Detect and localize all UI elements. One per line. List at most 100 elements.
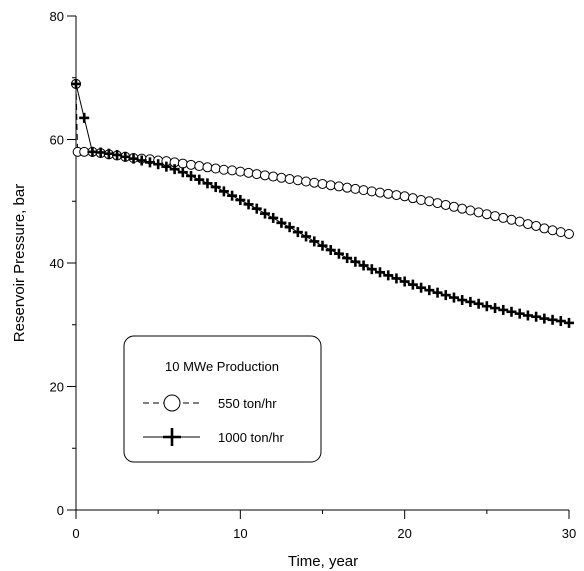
legend-entry-2: 1000 ton/hr [143, 428, 284, 446]
data-point [309, 236, 320, 247]
data-point [128, 153, 139, 164]
data-point [235, 166, 246, 177]
legend-marker [163, 394, 181, 412]
data-point [358, 185, 369, 196]
data-point [498, 304, 509, 315]
data-point [284, 222, 295, 233]
legend-entry-1: 550 ton/hr [143, 394, 277, 412]
data-point [506, 214, 517, 225]
data-point [407, 279, 418, 290]
data-point [555, 316, 566, 327]
data-point [555, 227, 566, 238]
series-1 [71, 78, 574, 239]
data-point [71, 78, 81, 89]
data-point [547, 225, 558, 236]
data-point [284, 174, 295, 185]
data-point [210, 182, 221, 193]
data-point [268, 171, 279, 182]
series-line [75, 83, 570, 324]
data-point [342, 182, 353, 193]
x-tick-label: 20 [397, 526, 411, 541]
data-point [399, 191, 410, 202]
data-point [424, 285, 435, 296]
data-point [186, 170, 197, 181]
data-point [432, 198, 443, 209]
data-point [292, 227, 303, 238]
data-point [473, 207, 484, 218]
data-point [317, 178, 328, 189]
data-point [358, 260, 369, 271]
data-point [161, 161, 172, 172]
data-point [194, 161, 205, 172]
data-point [490, 211, 501, 222]
data-point [276, 217, 287, 228]
legend-entries: 550 ton/hr 1000 ton/hr [143, 394, 284, 446]
data-point [539, 223, 550, 234]
data-point [391, 273, 402, 284]
data-point [251, 203, 262, 214]
data-point [350, 256, 361, 267]
data-point [383, 188, 394, 199]
data-point [432, 287, 443, 298]
data-point [268, 212, 279, 223]
x-axis-title: Time, year [288, 553, 358, 570]
data-point [301, 176, 312, 187]
data-point [218, 164, 229, 175]
data-point [177, 167, 188, 178]
data-point [440, 199, 451, 210]
data-point [243, 167, 254, 178]
data-point [79, 146, 90, 157]
data-point [448, 201, 459, 212]
legend-label: 550 ton/hr [218, 396, 277, 411]
data-point [457, 203, 468, 214]
x-tick-label: 0 [72, 526, 79, 541]
data-point [153, 159, 164, 170]
y-tick-label: 0 [57, 503, 64, 518]
data-point [218, 186, 229, 197]
data-point [531, 311, 542, 322]
data-point [276, 172, 287, 183]
series-layer [71, 78, 574, 328]
data-point [227, 165, 238, 176]
data-point [465, 296, 476, 307]
y-axis-title: Reservoir Pressure, bar [11, 184, 28, 342]
data-point [399, 276, 410, 287]
data-point [457, 295, 468, 306]
data-point [416, 282, 427, 293]
data-point [251, 169, 262, 180]
y-tick-label: 80 [50, 9, 64, 24]
data-point [531, 220, 542, 231]
data-point [514, 308, 525, 319]
data-point [227, 190, 238, 201]
data-point [169, 164, 180, 175]
data-point [292, 175, 303, 186]
data-point [177, 158, 188, 169]
data-point [325, 245, 336, 256]
data-point [301, 231, 312, 242]
data-point [416, 195, 427, 206]
data-point [564, 317, 574, 328]
data-point [383, 270, 394, 281]
data-point [112, 149, 123, 160]
data-point [424, 196, 435, 207]
y-tick-label: 20 [50, 380, 64, 395]
data-point [333, 181, 344, 192]
legend-label: 1000 ton/hr [218, 430, 284, 445]
data-point [186, 159, 197, 170]
data-point [325, 180, 336, 191]
data-point [210, 163, 221, 174]
data-point [473, 298, 484, 309]
series-2 [71, 78, 574, 328]
data-point [309, 177, 320, 188]
data-point [375, 267, 386, 278]
axes: 0 20 40 60 80 0 10 20 30 [50, 9, 577, 541]
data-point [391, 190, 402, 201]
x-tick-label: 30 [562, 526, 576, 541]
data-point [202, 162, 213, 173]
data-point [481, 209, 492, 220]
data-point [506, 306, 517, 317]
data-point [375, 187, 386, 198]
data-point [440, 290, 451, 301]
legend-title: 10 MWe Production [165, 359, 279, 374]
